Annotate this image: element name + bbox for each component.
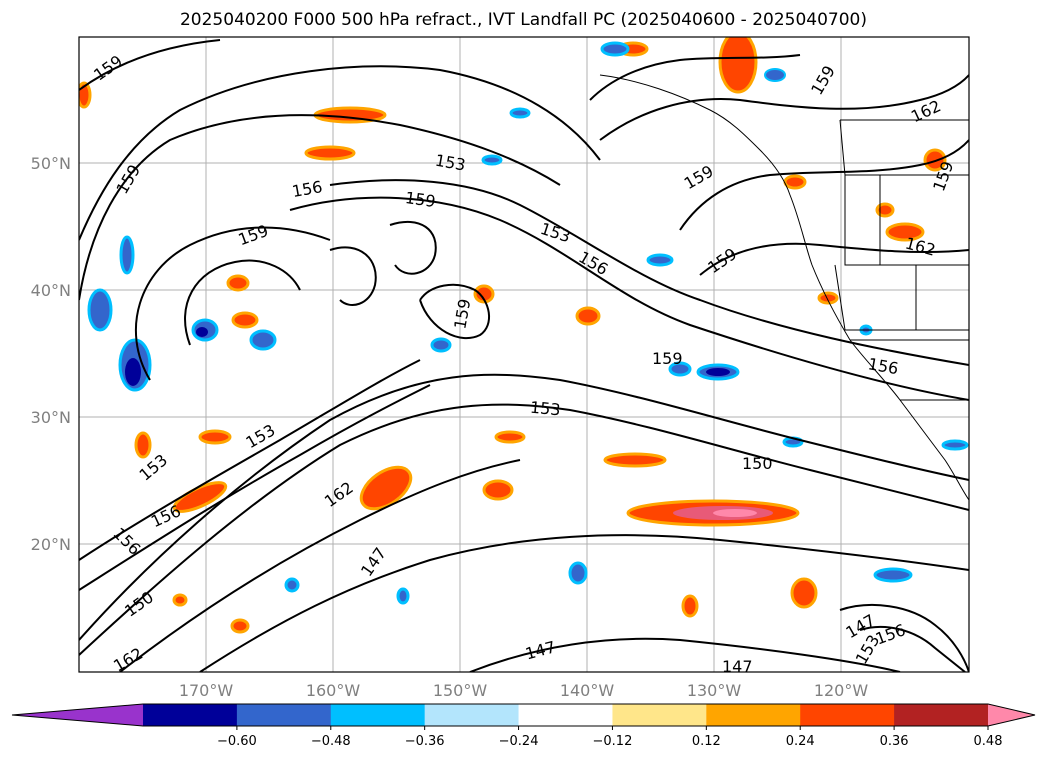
colorbar-segment [518, 704, 613, 726]
lon-label: 150°W [433, 681, 488, 700]
colorbar-tick-label: −0.60 [217, 734, 257, 749]
colorbar: −0.60 −0.48 −0.36 −0.24 −0.12 0.12 0.24 0.36 0.4… [11, 703, 1036, 749]
lat-label: 30°N [31, 408, 71, 427]
colorbar-segment [612, 704, 707, 726]
colorbar-outline [11, 703, 1036, 727]
lon-label: 160°W [306, 681, 361, 700]
contour-label: 159 [652, 349, 683, 368]
lat-label: 50°N [31, 154, 71, 173]
lat-label: 40°N [31, 281, 71, 300]
colorbar-tick-label: 0.48 [974, 734, 1003, 749]
ivt-anomaly-shading [79, 37, 969, 634]
lat-label: 20°N [31, 535, 71, 554]
contour-label: 159 [404, 188, 437, 211]
colorbar-tick-label: 0.36 [880, 734, 909, 749]
lon-label: 170°W [179, 681, 234, 700]
colorbar-extend-low [12, 704, 143, 726]
contour-label: 147 [722, 657, 753, 676]
lon-label: 120°W [814, 681, 869, 700]
colorbar-tick-label: 0.24 [786, 734, 815, 749]
colorbar-extend-high [988, 704, 1035, 726]
latitude-labels: 50°N 40°N 30°N 20°N [31, 154, 71, 554]
colorbar-tick-label: −0.36 [405, 734, 445, 749]
coastline-borders [599, 74, 969, 501]
refractivity-contours [79, 39, 969, 672]
lon-label: 130°W [687, 681, 742, 700]
colorbar-segment [330, 704, 426, 726]
colorbar-segment [800, 704, 895, 726]
colorbar-segment [143, 704, 238, 726]
map-frame [78, 36, 970, 673]
colorbar-tick-label: 0.12 [692, 734, 721, 749]
colorbar-tick-label: −0.24 [499, 734, 539, 749]
longitude-labels: 170°W 160°W 150°W 140°W 130°W 120°W [179, 681, 869, 700]
colorbar-tick-label: −0.48 [311, 734, 351, 749]
contour-label: 153 [529, 398, 561, 420]
map-title: 2025040200 F000 500 hPa refract., IVT La… [179, 10, 867, 30]
colorbar-segment [236, 704, 332, 726]
map-panel: 159 159 156 159 153 159 153 156 159 159 … [78, 36, 970, 676]
colorbar-segment [894, 704, 989, 726]
colorbar-segment [706, 704, 801, 726]
contour-label: 150 [742, 454, 773, 473]
colorbar-segment [424, 704, 520, 726]
lon-label: 140°W [560, 681, 615, 700]
gridlines [79, 37, 969, 672]
colorbar-tick-label: −0.12 [593, 734, 633, 749]
